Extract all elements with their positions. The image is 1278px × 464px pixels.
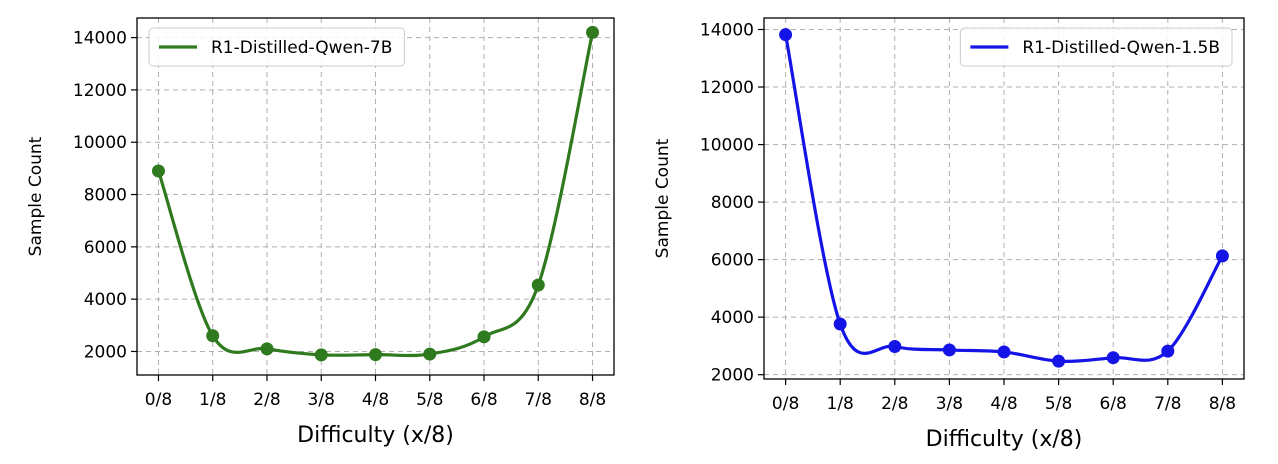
legend: R1-Distilled-Qwen-7B <box>148 27 405 67</box>
data-point-1-8 <box>206 329 220 343</box>
data-point-6-8 <box>477 330 491 344</box>
data-point-8-8 <box>586 25 600 39</box>
x-tick-label: 5/8 <box>1045 394 1072 414</box>
y-tick-label: 6000 <box>84 238 127 258</box>
x-axis-label: Difficulty (x/8) <box>926 427 1083 452</box>
x-tick-label: 3/8 <box>936 394 963 414</box>
data-point-2-8 <box>888 339 902 353</box>
y-axis-label: Sample Count <box>653 138 673 258</box>
y-ticks: 2000 4000 6000 8000 10000 12000 14000 <box>73 29 137 362</box>
data-point-0-8 <box>779 28 793 42</box>
data-point-6-8 <box>1106 351 1120 365</box>
y-tick-label: 10000 <box>700 136 754 156</box>
series-r1-distilled-qwen-1-5b <box>779 28 1229 368</box>
x-ticks: 0/8 1/8 2/8 3/8 4/8 5/8 6/8 7/8 8/8 <box>772 379 1236 414</box>
x-tick-label: 7/8 <box>1154 394 1181 414</box>
data-point-1-8 <box>833 317 847 331</box>
x-tick-label: 7/8 <box>525 390 552 410</box>
y-tick-label: 8000 <box>84 186 127 206</box>
y-tick-label: 12000 <box>700 78 754 98</box>
y-tick-label: 2000 <box>84 342 127 362</box>
x-tick-label: 4/8 <box>362 390 389 410</box>
y-tick-label: 2000 <box>711 366 754 386</box>
x-axis-label: Difficulty (x/8) <box>297 423 454 448</box>
series-r1-distilled-qwen-7b <box>151 25 600 362</box>
data-point-4-8 <box>369 348 382 362</box>
x-tick-label: 6/8 <box>470 390 497 410</box>
data-point-8-8 <box>1215 249 1229 263</box>
x-tick-label: 1/8 <box>199 390 226 410</box>
chart-r1-distilled-qwen-1-5b: 2000 4000 6000 8000 10000 12000 14000 0/8 1/8 2/8… <box>653 17 1245 452</box>
y-tick-label: 14000 <box>700 21 754 41</box>
data-point-7-8 <box>531 278 545 292</box>
legend-box <box>148 27 405 67</box>
x-tick-label: 2/8 <box>881 394 908 414</box>
y-tick-label: 12000 <box>73 81 127 101</box>
x-tick-label: 5/8 <box>416 390 443 410</box>
y-tick-label: 10000 <box>73 133 127 153</box>
x-tick-label: 8/8 <box>1209 394 1236 414</box>
x-tick-label: 6/8 <box>1100 394 1127 414</box>
x-tick-label: 4/8 <box>990 394 1017 414</box>
y-tick-label: 4000 <box>711 308 754 328</box>
legend: R1-Distilled-Qwen-1.5B <box>959 27 1233 67</box>
legend-box <box>959 27 1233 67</box>
data-point-0-8 <box>151 164 165 178</box>
x-tick-label: 1/8 <box>827 394 854 414</box>
chart-r1-distilled-qwen-7b: 2000 4000 6000 8000 10000 12000 14000 0/8 1/8 2/8… <box>26 17 615 448</box>
plot-frame <box>136 17 615 376</box>
legend-label: R1-Distilled-Qwen-7B <box>211 38 392 58</box>
y-tick-label: 14000 <box>73 29 127 49</box>
y-tick-label: 8000 <box>711 193 754 213</box>
x-tick-label: 8/8 <box>579 390 606 410</box>
data-point-5-8 <box>1052 354 1066 368</box>
data-point-7-8 <box>1161 344 1175 358</box>
data-point-3-8 <box>314 348 328 362</box>
y-axis-label: Sample Count <box>26 136 46 256</box>
y-tick-label: 6000 <box>711 251 754 271</box>
x-tick-label: 0/8 <box>772 394 799 414</box>
y-tick-label: 4000 <box>84 290 127 310</box>
series-line <box>784 33 1224 363</box>
x-ticks: 0/8 1/8 2/8 3/8 4/8 5/8 6/8 7/8 8/8 <box>145 375 606 410</box>
grid <box>137 18 614 375</box>
x-tick-label: 0/8 <box>145 390 172 410</box>
data-point-2-8 <box>260 342 274 356</box>
x-tick-label: 2/8 <box>253 390 280 410</box>
legend-label: R1-Distilled-Qwen-1.5B <box>1022 38 1220 58</box>
data-point-5-8 <box>423 347 437 361</box>
data-point-4-8 <box>997 345 1011 359</box>
y-ticks: 2000 4000 6000 8000 10000 12000 14000 <box>700 21 764 386</box>
x-tick-label: 3/8 <box>308 390 335 410</box>
data-point-3-8 <box>942 343 956 357</box>
